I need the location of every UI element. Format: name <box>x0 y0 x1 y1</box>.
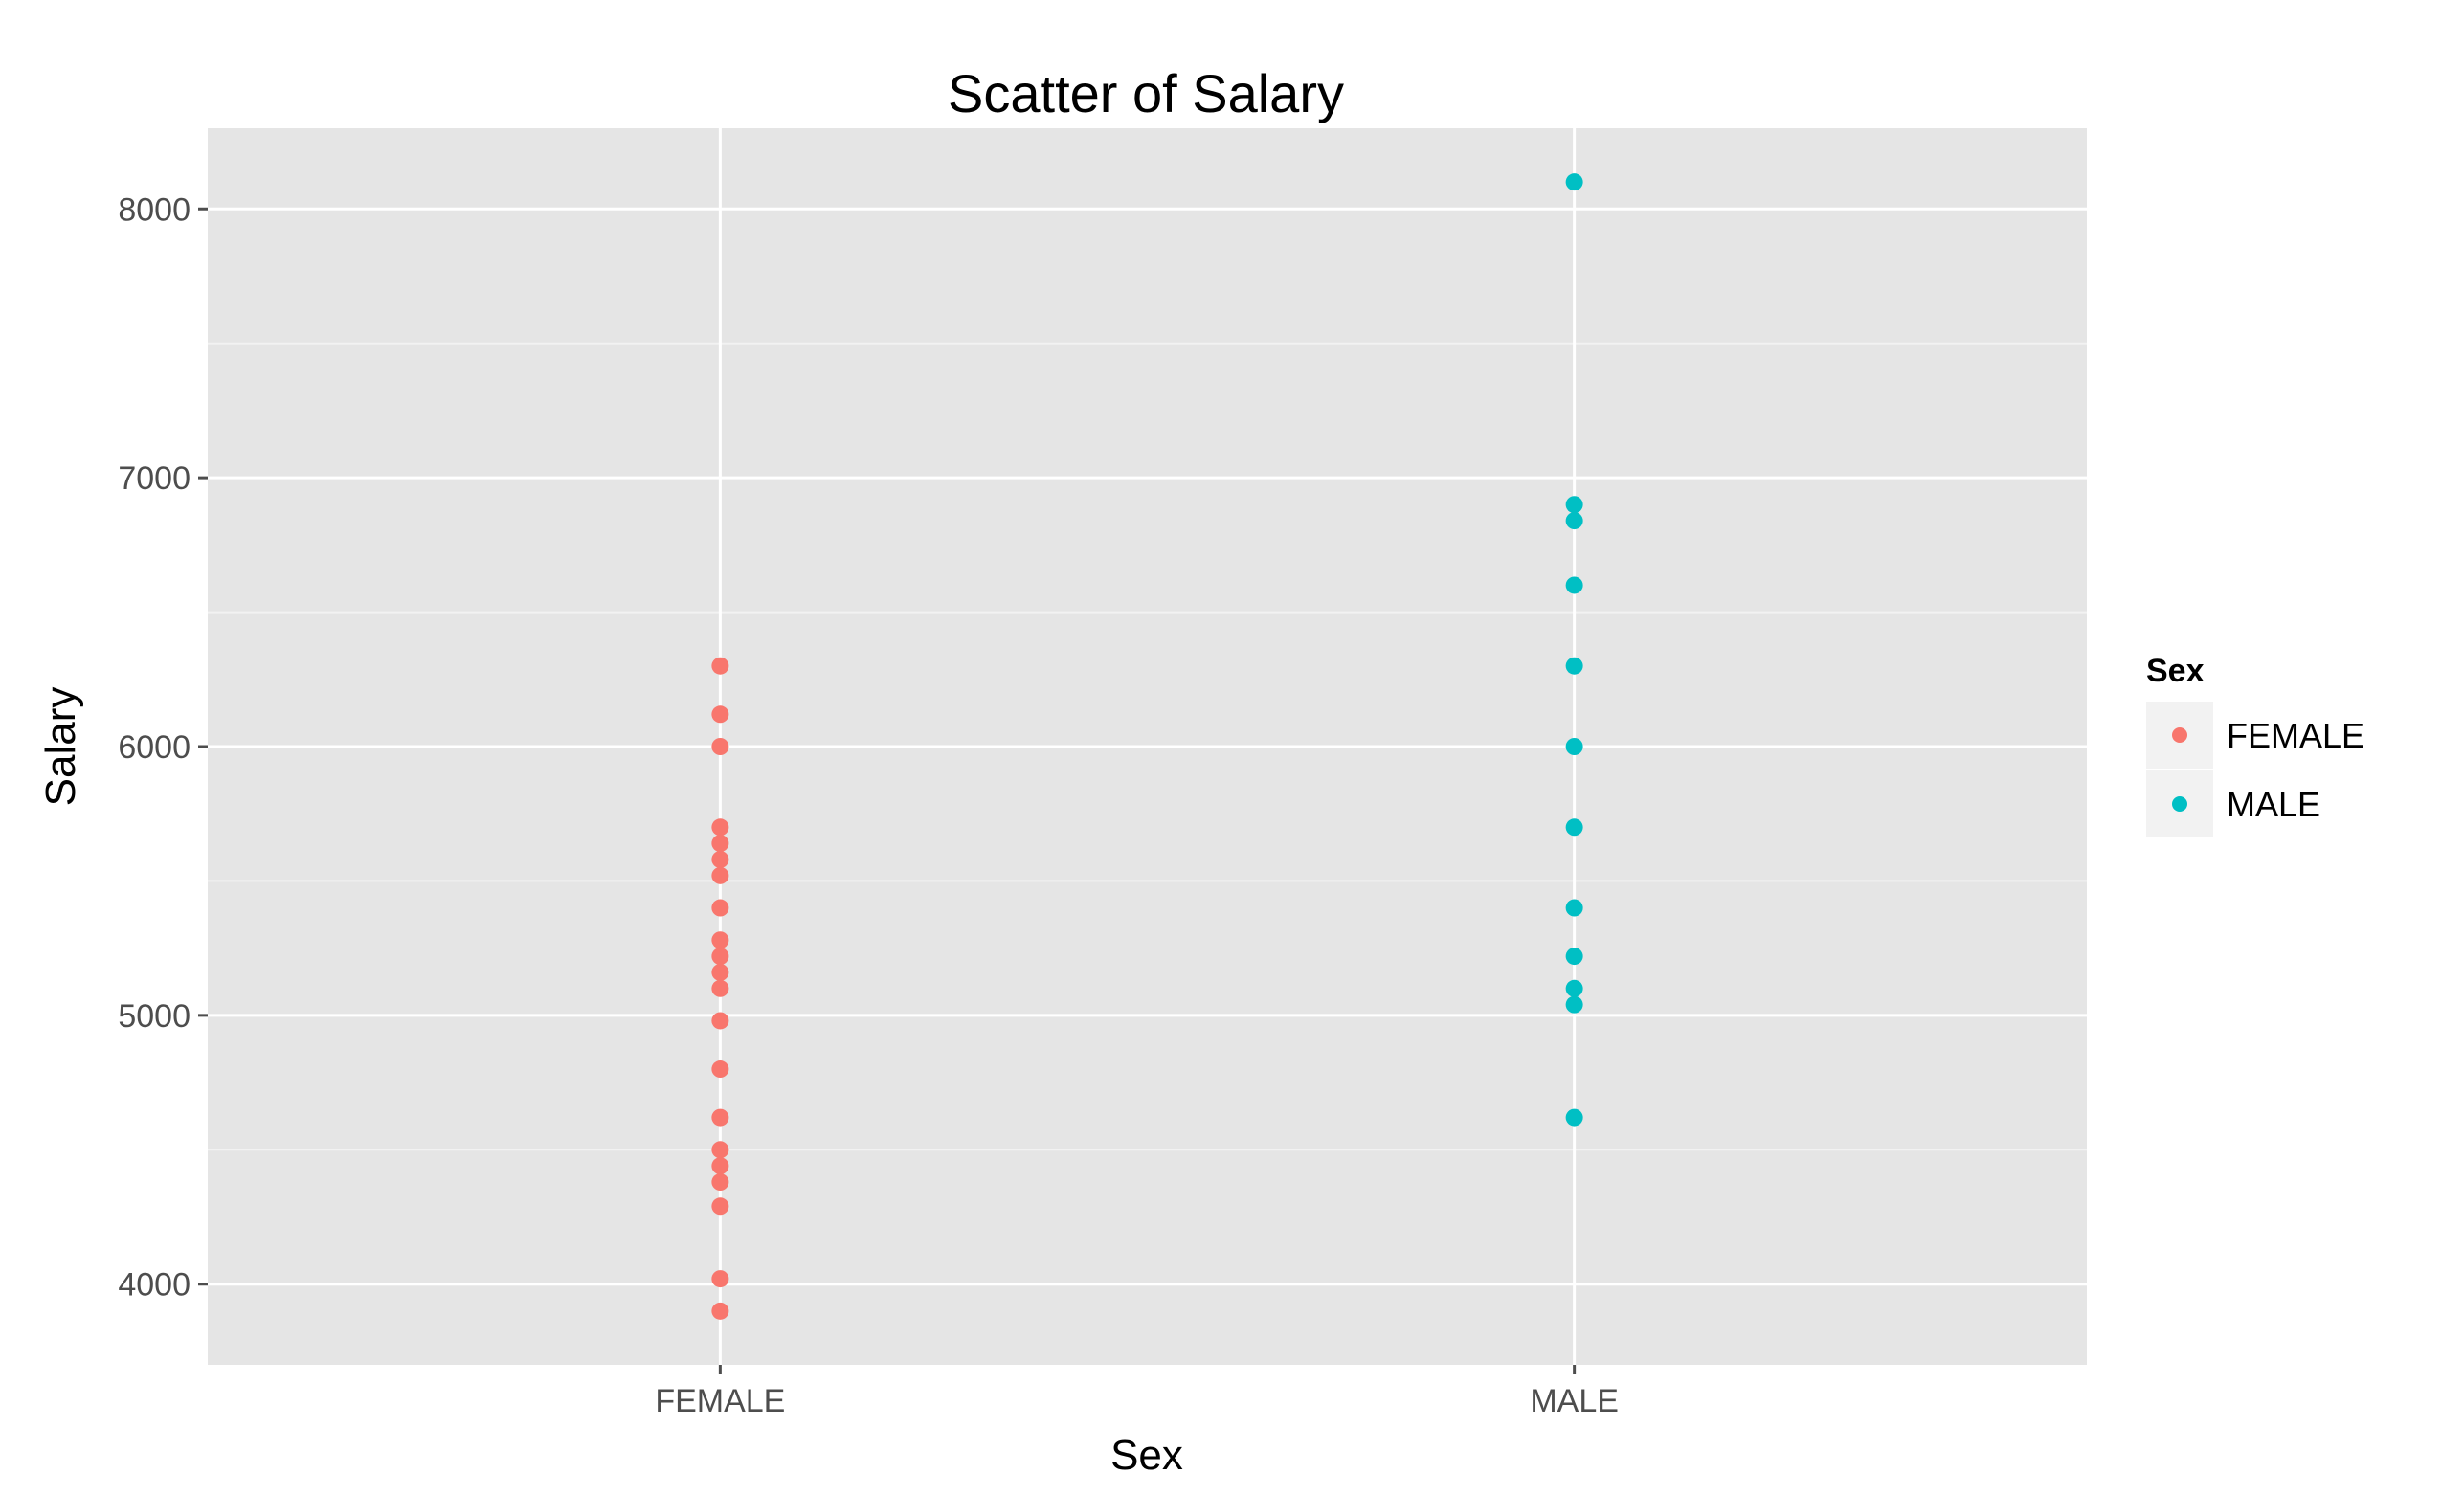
data-point-male <box>1565 173 1583 191</box>
data-point-male <box>1565 512 1583 530</box>
minor-gridlines <box>208 342 2087 1151</box>
data-point-female <box>711 818 729 837</box>
y-tick-label: 5000 <box>118 998 190 1035</box>
data-point-female <box>711 1173 729 1192</box>
data-points <box>711 173 1583 1320</box>
data-point-female <box>711 835 729 853</box>
x-tick-label: FEMALE <box>655 1383 785 1419</box>
data-point-female <box>711 1141 729 1159</box>
data-point-female <box>711 1060 729 1079</box>
chart-title: Scatter of Salary <box>948 63 1344 123</box>
data-point-female <box>711 866 729 884</box>
data-point-female <box>711 705 729 724</box>
data-point-male <box>1565 496 1583 514</box>
legend-label-male: MALE <box>2227 785 2320 824</box>
data-point-female <box>711 1197 729 1216</box>
data-point-female <box>711 899 729 917</box>
data-point-female <box>711 738 729 755</box>
y-tick-label: 4000 <box>118 1267 190 1304</box>
data-point-male <box>1565 995 1583 1014</box>
data-point-female <box>711 963 729 981</box>
data-point-female <box>711 931 729 949</box>
data-point-male <box>1565 899 1583 917</box>
data-point-female <box>711 657 729 675</box>
data-point-male <box>1565 738 1583 755</box>
data-point-male <box>1565 818 1583 837</box>
data-point-female <box>711 979 729 997</box>
data-point-male <box>1565 1108 1583 1127</box>
legend: Sex FEMALE MALE <box>2146 653 2364 837</box>
data-point-female <box>711 948 729 966</box>
data-point-female <box>711 1302 729 1320</box>
y-axis-ticks: 4000 5000 6000 7000 8000 <box>118 191 208 1304</box>
x-axis-title: Sex <box>1110 1432 1183 1479</box>
x-tick-label: MALE <box>1530 1383 1619 1419</box>
y-tick-label: 7000 <box>118 460 190 497</box>
data-point-female <box>711 1157 729 1175</box>
data-point-female <box>711 1108 729 1127</box>
legend-dot-male <box>2172 796 2187 812</box>
data-point-male <box>1565 979 1583 997</box>
legend-title: Sex <box>2146 653 2205 689</box>
y-tick-label: 6000 <box>118 729 190 766</box>
legend-label-female: FEMALE <box>2227 716 2364 755</box>
legend-entry-female: FEMALE <box>2146 702 2364 769</box>
x-axis-ticks: FEMALE MALE <box>655 1365 1619 1419</box>
data-point-male <box>1565 657 1583 675</box>
data-point-female <box>711 850 729 868</box>
legend-dot-female <box>2172 727 2187 743</box>
y-axis-title: Salary <box>37 687 84 807</box>
y-tick-label: 8000 <box>118 191 190 228</box>
data-point-male <box>1565 576 1583 594</box>
legend-entry-male: MALE <box>2146 770 2320 837</box>
data-point-female <box>711 1012 729 1030</box>
data-point-female <box>711 1270 729 1288</box>
data-point-male <box>1565 948 1583 966</box>
